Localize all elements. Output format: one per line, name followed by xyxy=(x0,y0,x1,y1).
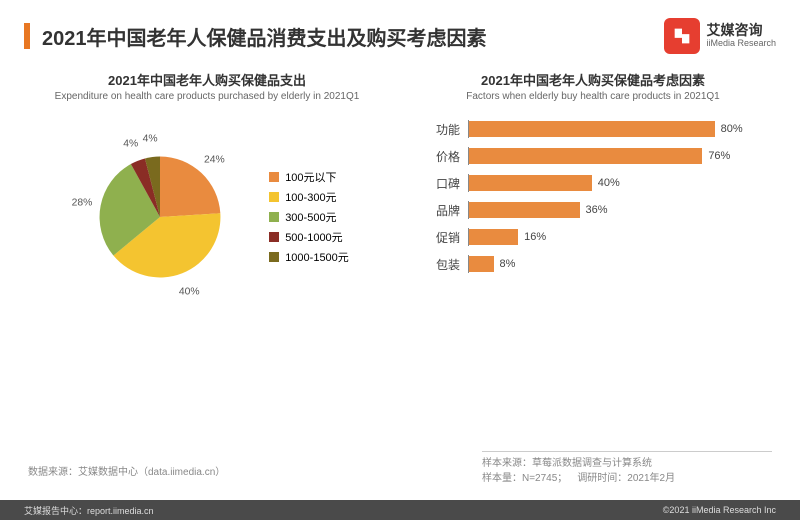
brand-logo: 艾媒咨询 iiMedia Research xyxy=(664,18,776,54)
header: 2021年中国老年人保健品消费支出及购买考虑因素 艾媒咨询 iiMedia Re… xyxy=(0,0,800,62)
bar-title-en: Factors when elderly buy health care pro… xyxy=(410,91,776,102)
bar-label: 功能 xyxy=(420,121,460,138)
bar-track: 40% xyxy=(468,174,776,192)
bar-label: 品牌 xyxy=(420,202,460,219)
bar-track: 36% xyxy=(468,201,776,219)
pie-title-en: Expenditure on health care products purc… xyxy=(24,91,390,102)
bar-fill xyxy=(469,256,494,272)
logo-text-en: iiMedia Research xyxy=(706,39,776,49)
pie-slice xyxy=(160,157,220,217)
source-divider xyxy=(482,451,772,452)
bar-track: 8% xyxy=(468,255,776,273)
legend-label: 100-300元 xyxy=(285,189,336,205)
source-right-date: 调研时间：2021年2月 xyxy=(577,473,675,484)
charts-row: 2021年中国老年人购买保健品支出 Expenditure on health … xyxy=(0,62,800,312)
bar-label: 包装 xyxy=(420,256,460,273)
bar-row: 促销 16% xyxy=(420,228,776,246)
bar-track: 16% xyxy=(468,228,776,246)
accent-bar xyxy=(24,23,30,49)
bar-fill xyxy=(469,175,592,191)
bar-value: 76% xyxy=(708,150,730,162)
footer-right: ©2021 iiMedia Research Inc xyxy=(663,505,776,515)
pie-legend-item: 300-500元 xyxy=(269,209,349,225)
bar-row: 品牌 36% xyxy=(420,201,776,219)
main-title: 2021年中国老年人保健品消费支出及购买考虑因素 xyxy=(42,22,664,51)
bar-track: 76% xyxy=(468,147,776,165)
pie-slice-label: 28% xyxy=(72,198,93,209)
bar-value: 36% xyxy=(586,204,608,216)
pie-legend-item: 100元以下 xyxy=(269,169,349,185)
bar-row: 价格 76% xyxy=(420,147,776,165)
legend-label: 100元以下 xyxy=(285,169,336,185)
bar-row: 口碑 40% xyxy=(420,174,776,192)
legend-swatch xyxy=(269,192,279,202)
bar-label: 价格 xyxy=(420,148,460,165)
pie-legend-item: 1000-1500元 xyxy=(269,249,349,265)
logo-text-cn: 艾媒咨询 xyxy=(706,23,776,38)
pie-chart-panel: 2021年中国老年人购买保健品支出 Expenditure on health … xyxy=(24,70,390,312)
pie-legend-item: 100-300元 xyxy=(269,189,349,205)
bar-fill xyxy=(469,229,518,245)
legend-label: 1000-1500元 xyxy=(285,249,349,265)
bar-row: 功能 80% xyxy=(420,120,776,138)
pie-legend-item: 500-1000元 xyxy=(269,229,349,245)
pie-legend: 100元以下 100-300元 300-500元 500-1000元 1000-1500… xyxy=(269,165,349,269)
bar-fill xyxy=(469,121,715,137)
legend-label: 500-1000元 xyxy=(285,229,343,245)
legend-swatch xyxy=(269,212,279,222)
pie-slice-label: 4% xyxy=(123,139,138,150)
bar-label: 口碑 xyxy=(420,175,460,192)
footer-left: 艾媒报告中心：report.iimedia.cn xyxy=(24,504,154,517)
bar-row: 包装 8% xyxy=(420,255,776,273)
pie-slice-label: 24% xyxy=(204,155,225,166)
source-right: 样本来源：草莓派数据调查与计算系统 样本量：N=2745； 调研时间：2021年2… xyxy=(482,451,772,486)
legend-swatch xyxy=(269,252,279,262)
bar-value: 8% xyxy=(500,258,516,270)
bar-label: 促销 xyxy=(420,229,460,246)
bar-value: 40% xyxy=(598,177,620,189)
bar-track: 80% xyxy=(468,120,776,138)
bar-value: 80% xyxy=(721,123,743,135)
bar-fill xyxy=(469,202,580,218)
pie-chart: 24% 40% 28% 4% 4% xyxy=(65,122,255,312)
source-right-sample: 样本量：N=2745； xyxy=(482,473,567,484)
logo-mark-icon xyxy=(664,18,700,54)
bar-chart: 功能 80% 价格 76% 口碑 40% 品牌 36% 促销 16% 包装 8% xyxy=(410,120,776,273)
bar-value: 16% xyxy=(524,231,546,243)
legend-swatch xyxy=(269,232,279,242)
pie-title-cn: 2021年中国老年人购买保健品支出 xyxy=(24,70,390,89)
legend-swatch xyxy=(269,172,279,182)
bar-fill xyxy=(469,148,702,164)
pie-slice-label: 40% xyxy=(179,286,200,297)
footer: 艾媒报告中心：report.iimedia.cn ©2021 iiMedia R… xyxy=(0,500,800,520)
source-right-line1: 样本来源：草莓派数据调查与计算系统 xyxy=(482,456,772,471)
pie-slice-label: 4% xyxy=(143,134,158,145)
source-left: 数据来源：艾媒数据中心（data.iimedia.cn） xyxy=(28,463,225,478)
legend-label: 300-500元 xyxy=(285,209,336,225)
bar-title-cn: 2021年中国老年人购买保健品考虑因素 xyxy=(410,70,776,89)
bar-chart-panel: 2021年中国老年人购买保健品考虑因素 Factors when elderly… xyxy=(410,70,776,312)
